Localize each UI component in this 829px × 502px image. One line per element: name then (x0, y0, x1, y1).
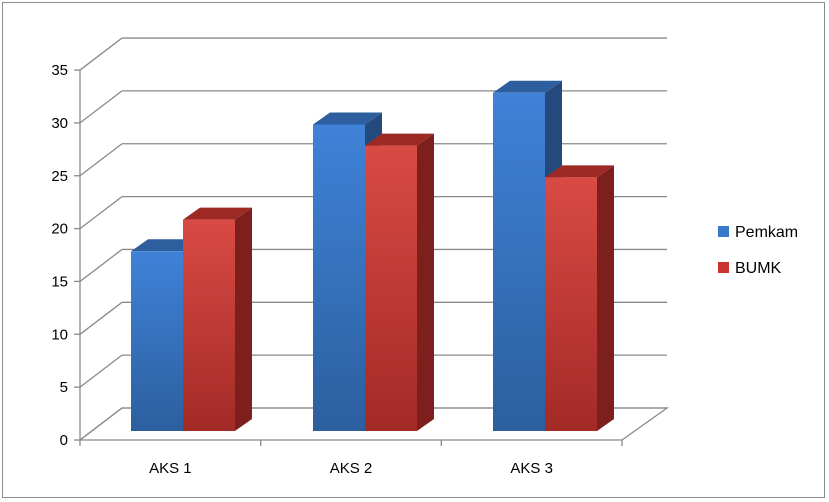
bars (131, 80, 614, 432)
x-axis-labels: AKS 1 AKS 2 AKS 3 (149, 460, 553, 477)
bar-front (183, 219, 235, 431)
bar-front (493, 92, 545, 431)
x-tick-label: AKS 3 (510, 460, 553, 477)
legend-item-pemkam: Pemkam (718, 224, 798, 241)
legend-item-bumk: BUMK (718, 260, 782, 277)
y-tick-label: 15 (51, 273, 68, 290)
bar-side (235, 207, 252, 431)
gridline-side (79, 354, 123, 388)
bar-top (183, 207, 252, 220)
y-tick-label: 0 (60, 432, 68, 449)
x-tick-label: AKS 2 (330, 460, 373, 477)
y-axis: 0 5 10 15 20 25 30 35 (51, 62, 623, 449)
bar-top (365, 133, 434, 146)
x-tick-label: AKS 1 (149, 460, 192, 477)
bar-front (131, 251, 183, 431)
y-tick-label: 35 (51, 62, 68, 79)
y-tick-label: 30 (51, 115, 68, 132)
gridline-side (79, 196, 123, 230)
bar-front (365, 145, 417, 432)
gridline-side (79, 301, 123, 335)
legend-label: BUMK (735, 260, 782, 277)
legend-swatch (718, 262, 729, 273)
bar-bumk-aks-3 (545, 165, 614, 431)
legend-label: Pemkam (735, 224, 798, 241)
bar-bumk-aks-1 (183, 207, 252, 431)
gridline-side (79, 143, 123, 177)
bar-top (131, 239, 200, 252)
bar-top (313, 112, 382, 125)
bar-top (545, 165, 614, 178)
y-tick-label: 10 (51, 326, 68, 343)
gridline-side (79, 248, 123, 282)
bar-side (597, 165, 614, 431)
bar-front (313, 124, 365, 431)
y-tick-label: 20 (51, 221, 68, 238)
y-tick-label: 5 (60, 379, 68, 396)
legend-swatch (718, 226, 729, 237)
legend: Pemkam BUMK (718, 224, 798, 277)
bar-bumk-aks-2 (365, 133, 434, 432)
bar-front (545, 177, 597, 431)
y-tick-label: 25 (51, 168, 68, 185)
bar-top (493, 80, 562, 93)
bar-side (417, 133, 434, 432)
gridline-side (79, 37, 123, 71)
gridline-side (79, 90, 123, 124)
